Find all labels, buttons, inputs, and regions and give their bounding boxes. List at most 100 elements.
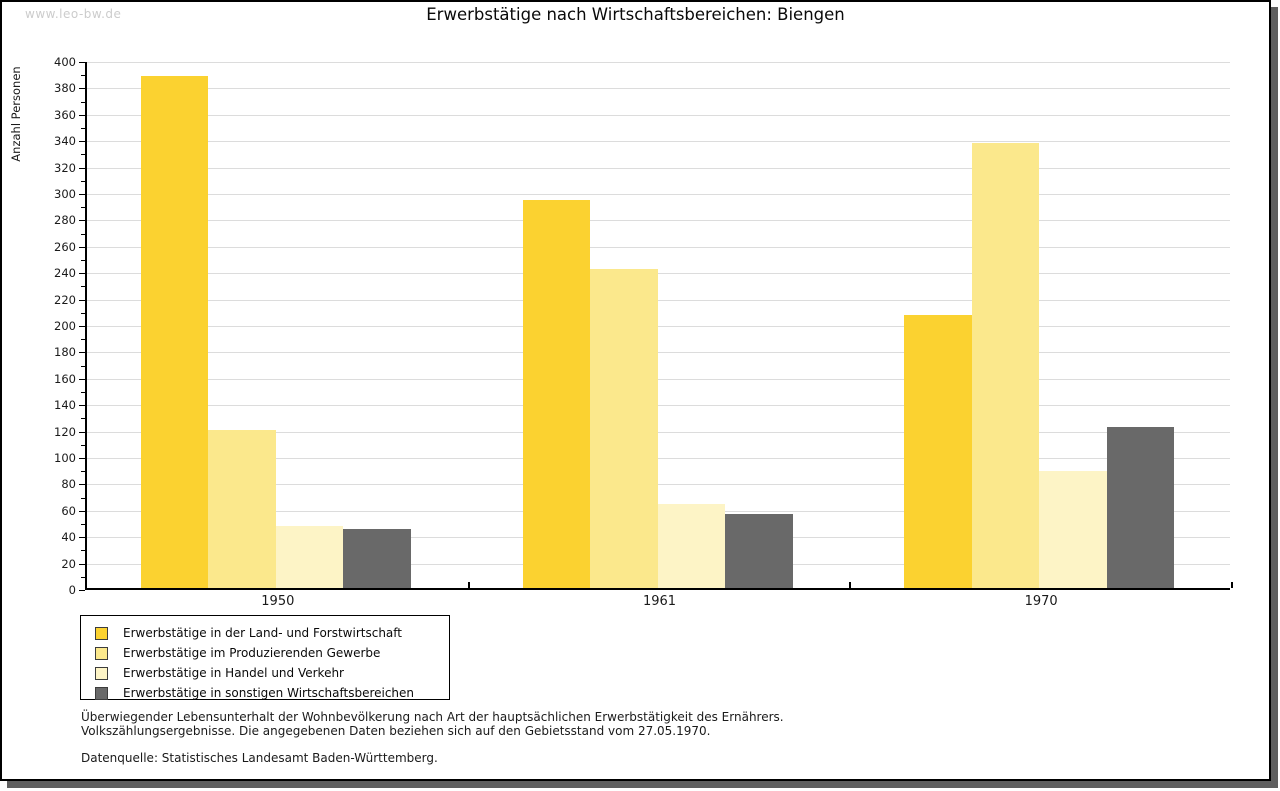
y-tick-80 — [79, 484, 85, 486]
x-boundary-tick-1 — [467, 582, 470, 588]
gridline-340 — [87, 141, 1230, 143]
watermark-leo-bw: www.leo-bw.de — [25, 7, 122, 21]
gridline-160 — [87, 378, 1230, 380]
y-tick-320 — [79, 167, 85, 169]
gridline-400 — [87, 62, 1230, 63]
gridline-380 — [87, 88, 1230, 90]
x-boundary-tick-3 — [1231, 582, 1233, 588]
y-tick-label-140: 140 — [54, 398, 76, 413]
bar-1961-series-4 — [725, 514, 793, 588]
y-tick-120 — [79, 431, 85, 433]
gridline-140 — [87, 405, 1230, 407]
gridline-360 — [87, 114, 1230, 116]
y-tick-minor-290 — [81, 207, 85, 209]
y-tick-380 — [79, 88, 85, 90]
x-boundary-tick-2 — [849, 582, 852, 588]
y-tick-160 — [79, 378, 85, 380]
y-tick-minor-310 — [81, 180, 85, 182]
x-category-label-1970: 1970 — [1024, 594, 1058, 609]
y-tick-360 — [79, 114, 85, 116]
gridline-240 — [87, 273, 1230, 275]
bar-1970-series-2 — [971, 143, 1040, 588]
y-tick-180 — [79, 352, 85, 354]
bar-1970-series-3 — [1039, 470, 1107, 588]
legend-swatch-icon — [95, 666, 108, 680]
plot-area: 0 20 40 60 80 100 120 140 160 180 200 220 240 260 280 3… — [54, 55, 1233, 609]
y-tick-260 — [79, 246, 85, 248]
y-tick-label-360: 360 — [54, 107, 76, 122]
y-tick-minor-170 — [81, 365, 85, 367]
y-tick-minor-70 — [81, 497, 85, 499]
x-category-label-1950: 1950 — [261, 594, 295, 609]
y-tick-label-320: 320 — [54, 160, 76, 175]
y-tick-label-220: 220 — [54, 292, 76, 307]
y-tick-label-40: 40 — [61, 530, 76, 545]
y-tick-label-100: 100 — [54, 451, 76, 465]
gridline-120 — [87, 431, 1230, 433]
gridline-180 — [87, 352, 1230, 354]
y-tick-140 — [79, 405, 85, 407]
bar-1961-series-3 — [657, 503, 725, 588]
bar-1961-series-2 — [590, 268, 658, 588]
y-tick-label-0: 0 — [68, 583, 76, 597]
legend-box: Erwerbstätige in der Land- und Forstwirt… — [80, 615, 450, 700]
y-tick-label-120: 120 — [54, 424, 76, 439]
y-tick-minor-370 — [81, 101, 85, 103]
y-tick-40 — [79, 537, 85, 539]
datasource-text: Datenquelle: Statistisches Landesamt Bad… — [81, 751, 438, 765]
y-tick-280 — [79, 220, 85, 222]
y-tick-20 — [79, 563, 85, 565]
y-tick-label-160: 160 — [54, 371, 76, 386]
legend-label: Erwerbstätige in Handel und Verkehr — [123, 666, 344, 680]
bar-1961-series-1 — [522, 199, 590, 588]
legend-row-3: Erwerbstätige in Handel und Verkehr — [90, 663, 449, 683]
y-tick-minor-190 — [81, 339, 85, 341]
bar-1950-series-3 — [275, 525, 344, 588]
y-tick-label-260: 260 — [54, 239, 76, 254]
y-tick-minor-10 — [81, 576, 85, 578]
bar-1970-series-4 — [1106, 426, 1175, 588]
x-category-label-1961: 1961 — [642, 594, 677, 609]
chart-title: Erwerbstätige nach Wirtschaftsbereichen:… — [426, 5, 845, 24]
y-tick-label-200: 200 — [54, 319, 76, 333]
y-tick-200 — [79, 326, 85, 327]
y-tick-minor-250 — [81, 260, 85, 261]
y-tick-minor-30 — [81, 550, 85, 552]
legend-row-4: Erwerbstätige in sonstigen Wirtschaftsbe… — [90, 683, 449, 703]
y-tick-220 — [79, 299, 85, 301]
footnote-line-2: Volkszählungsergebnisse. Die angegebenen… — [81, 723, 711, 738]
y-tick-label-240: 240 — [54, 266, 76, 281]
legend-swatch-icon — [95, 686, 108, 700]
gridline-260 — [87, 246, 1230, 248]
y-tick-minor-150 — [81, 392, 85, 393]
bar-1950-series-2 — [208, 429, 276, 588]
y-tick-label-280: 280 — [54, 213, 76, 228]
y-tick-label-180: 180 — [54, 345, 76, 360]
footnote-text: Überwiegender Lebensunterhalt der Wohnbe… — [81, 710, 784, 738]
y-tick-minor-330 — [81, 154, 85, 156]
y-tick-label-80: 80 — [61, 477, 76, 492]
gridline-280 — [87, 220, 1230, 222]
y-tick-label-380: 380 — [54, 81, 76, 96]
gridline-300 — [87, 194, 1230, 195]
y-tick-minor-90 — [81, 471, 85, 473]
y-tick-minor-390 — [81, 75, 85, 77]
bar-1950-series-1 — [140, 75, 209, 588]
bar-1950-series-4 — [343, 528, 411, 588]
gridline-200 — [87, 326, 1230, 327]
y-tick-340 — [79, 141, 85, 143]
y-axis-title: Anzahl Personen — [9, 66, 23, 162]
y-tick-label-340: 340 — [54, 134, 76, 149]
bar-1970-series-1 — [904, 314, 972, 588]
gridline-320 — [87, 167, 1230, 169]
y-tick-minor-50 — [81, 524, 85, 525]
footnote-line-1: Überwiegender Lebensunterhalt der Wohnbe… — [81, 710, 784, 724]
y-tick-400 — [79, 62, 85, 63]
legend-label: Erwerbstätige in der Land- und Forstwirt… — [123, 626, 402, 640]
y-tick-label-60: 60 — [61, 503, 76, 518]
legend-row-1: Erwerbstätige in der Land- und Forstwirt… — [90, 623, 449, 643]
legend-row-2: Erwerbstätige im Produzierenden Gewerbe — [90, 643, 449, 663]
y-tick-minor-230 — [81, 286, 85, 288]
gridline-100 — [87, 458, 1230, 459]
